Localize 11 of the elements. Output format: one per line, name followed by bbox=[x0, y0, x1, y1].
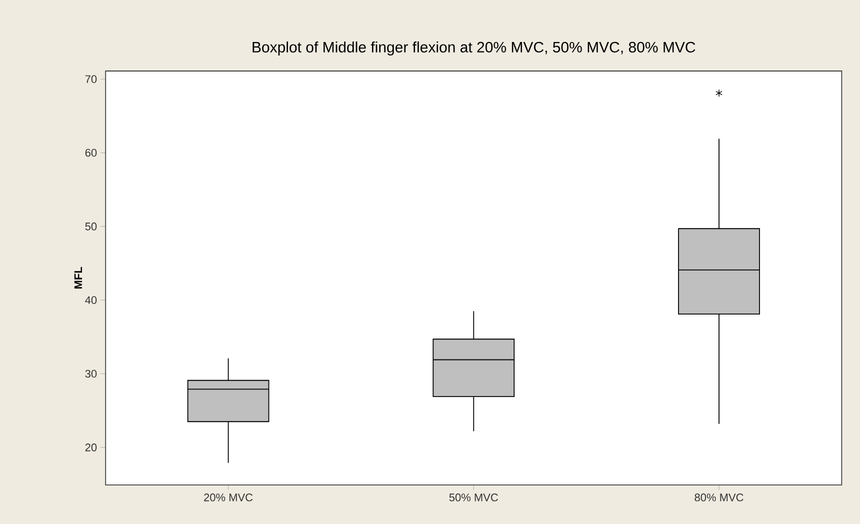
y-tick-label: 70 bbox=[85, 75, 97, 83]
y-tick-label: 40 bbox=[85, 296, 97, 304]
y-tick-label: 50 bbox=[85, 222, 97, 230]
y-axis-title: MFL bbox=[74, 267, 82, 289]
chart-title: Boxplot of Middle finger flexion at 20% MVC, 50% MVC, 80% MVC bbox=[252, 41, 696, 56]
x-tick-label: 80% MVC bbox=[694, 494, 744, 502]
y-tick-label: 60 bbox=[85, 148, 97, 157]
y-tick-label: 20 bbox=[85, 444, 97, 452]
y-tick-label: 30 bbox=[85, 370, 97, 378]
x-tick-label: 20% MVC bbox=[204, 494, 253, 502]
x-tick-label: 50% MVC bbox=[449, 494, 498, 502]
